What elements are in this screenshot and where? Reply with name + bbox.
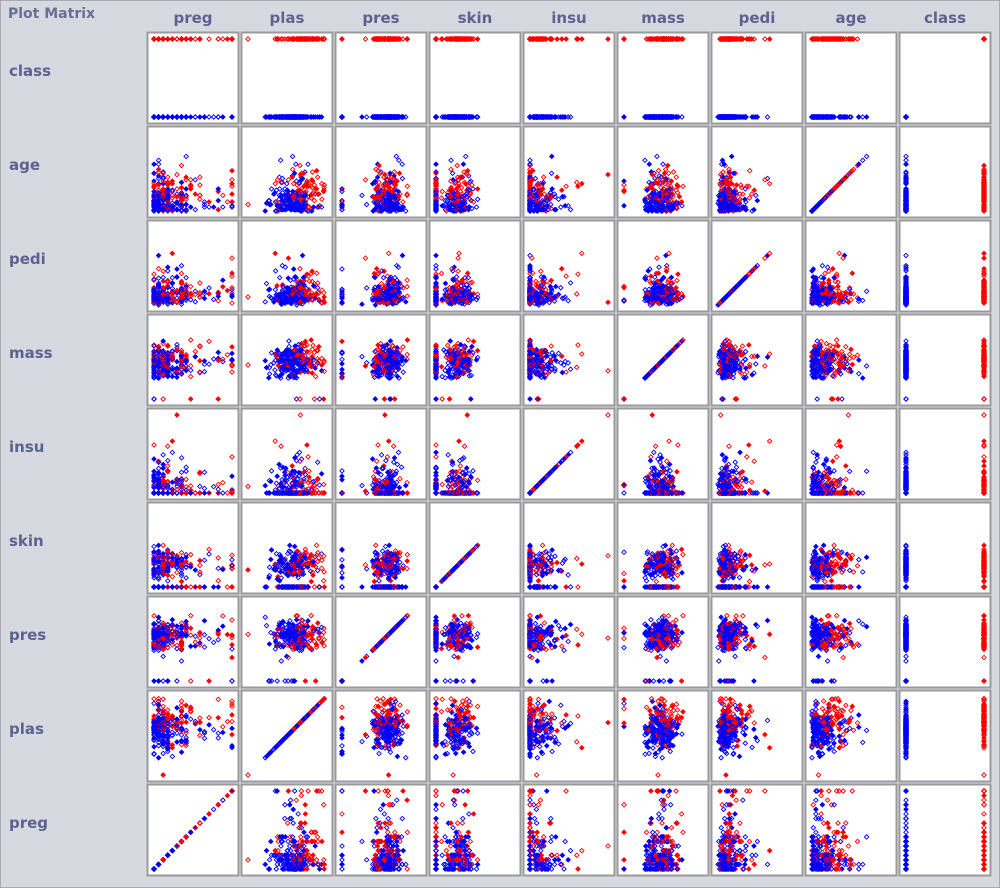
cell-age-vs-skin[interactable]: [430, 127, 521, 218]
cell-background: [242, 33, 333, 124]
cell-class-vs-preg[interactable]: [148, 33, 239, 124]
cell-class-vs-skin[interactable]: [430, 33, 521, 124]
cell-background: [336, 33, 427, 124]
cell-background: [524, 33, 615, 124]
cell-background: [900, 33, 991, 124]
cell-class-vs-mass[interactable]: [618, 33, 709, 124]
cell-class-vs-pres[interactable]: [336, 33, 427, 124]
cell-age-vs-pres[interactable]: [336, 127, 427, 218]
cell-class-vs-age[interactable]: [806, 33, 897, 124]
cell-age-vs-plas[interactable]: [242, 127, 333, 218]
cell-class-vs-class[interactable]: [900, 33, 991, 124]
cell-age-vs-preg[interactable]: [148, 127, 239, 218]
cell-background: [712, 33, 803, 124]
cell-age-vs-mass[interactable]: [618, 127, 709, 218]
cell-class-vs-pedi[interactable]: [712, 33, 803, 124]
cell-background: [148, 33, 239, 124]
cell-background: [430, 33, 521, 124]
cell-class-vs-plas[interactable]: [242, 33, 333, 124]
cell-background: [806, 33, 897, 124]
cell-age-vs-insu[interactable]: [524, 127, 615, 218]
cell-class-vs-insu[interactable]: [524, 33, 615, 124]
cell-background: [618, 33, 709, 124]
